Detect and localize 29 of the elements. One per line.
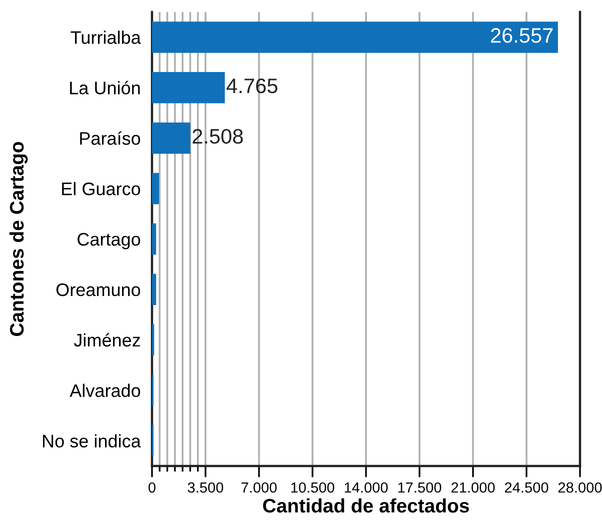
x-tick-label: 24.500: [504, 482, 548, 493]
x-tick-label: 17.500: [398, 482, 442, 493]
bar: [152, 274, 156, 306]
y-tick-label: No se indica: [43, 434, 141, 448]
x-tick-label: 28.000: [558, 482, 602, 493]
y-tick-label: Cartago: [78, 232, 140, 250]
y-tick-label: Jiménez: [74, 333, 140, 347]
y-tick-label: La Unión: [70, 80, 140, 94]
x-tick-label: 21.000: [451, 482, 495, 493]
y-tick-label: Oreamuno: [56, 283, 140, 296]
x-tick-label: 7.000: [242, 482, 277, 493]
data-label: 4.765: [226, 78, 278, 94]
y-tick-label: El Guarco: [62, 182, 140, 196]
bar: [152, 122, 190, 154]
x-axis-title: Cantidad de afectados: [263, 498, 469, 513]
bar: [152, 72, 225, 104]
data-label: 26.557: [490, 28, 553, 43]
x-tick-label: 0: [148, 482, 156, 493]
bar: [152, 172, 160, 204]
x-tick-label: 3.500: [188, 482, 224, 493]
y-axis-title: Cantones de Cartago: [9, 142, 28, 336]
data-label: 2.508: [192, 128, 243, 144]
y-tick-label: Turrialba: [70, 30, 141, 44]
y-tick-label: Paraíso: [80, 131, 140, 145]
x-tick-label: 10.500: [291, 482, 334, 493]
x-tick-label: 14.000: [344, 482, 388, 493]
bar: [152, 22, 558, 53]
y-tick-label: Alvarado: [70, 384, 140, 398]
bar: [152, 223, 156, 255]
